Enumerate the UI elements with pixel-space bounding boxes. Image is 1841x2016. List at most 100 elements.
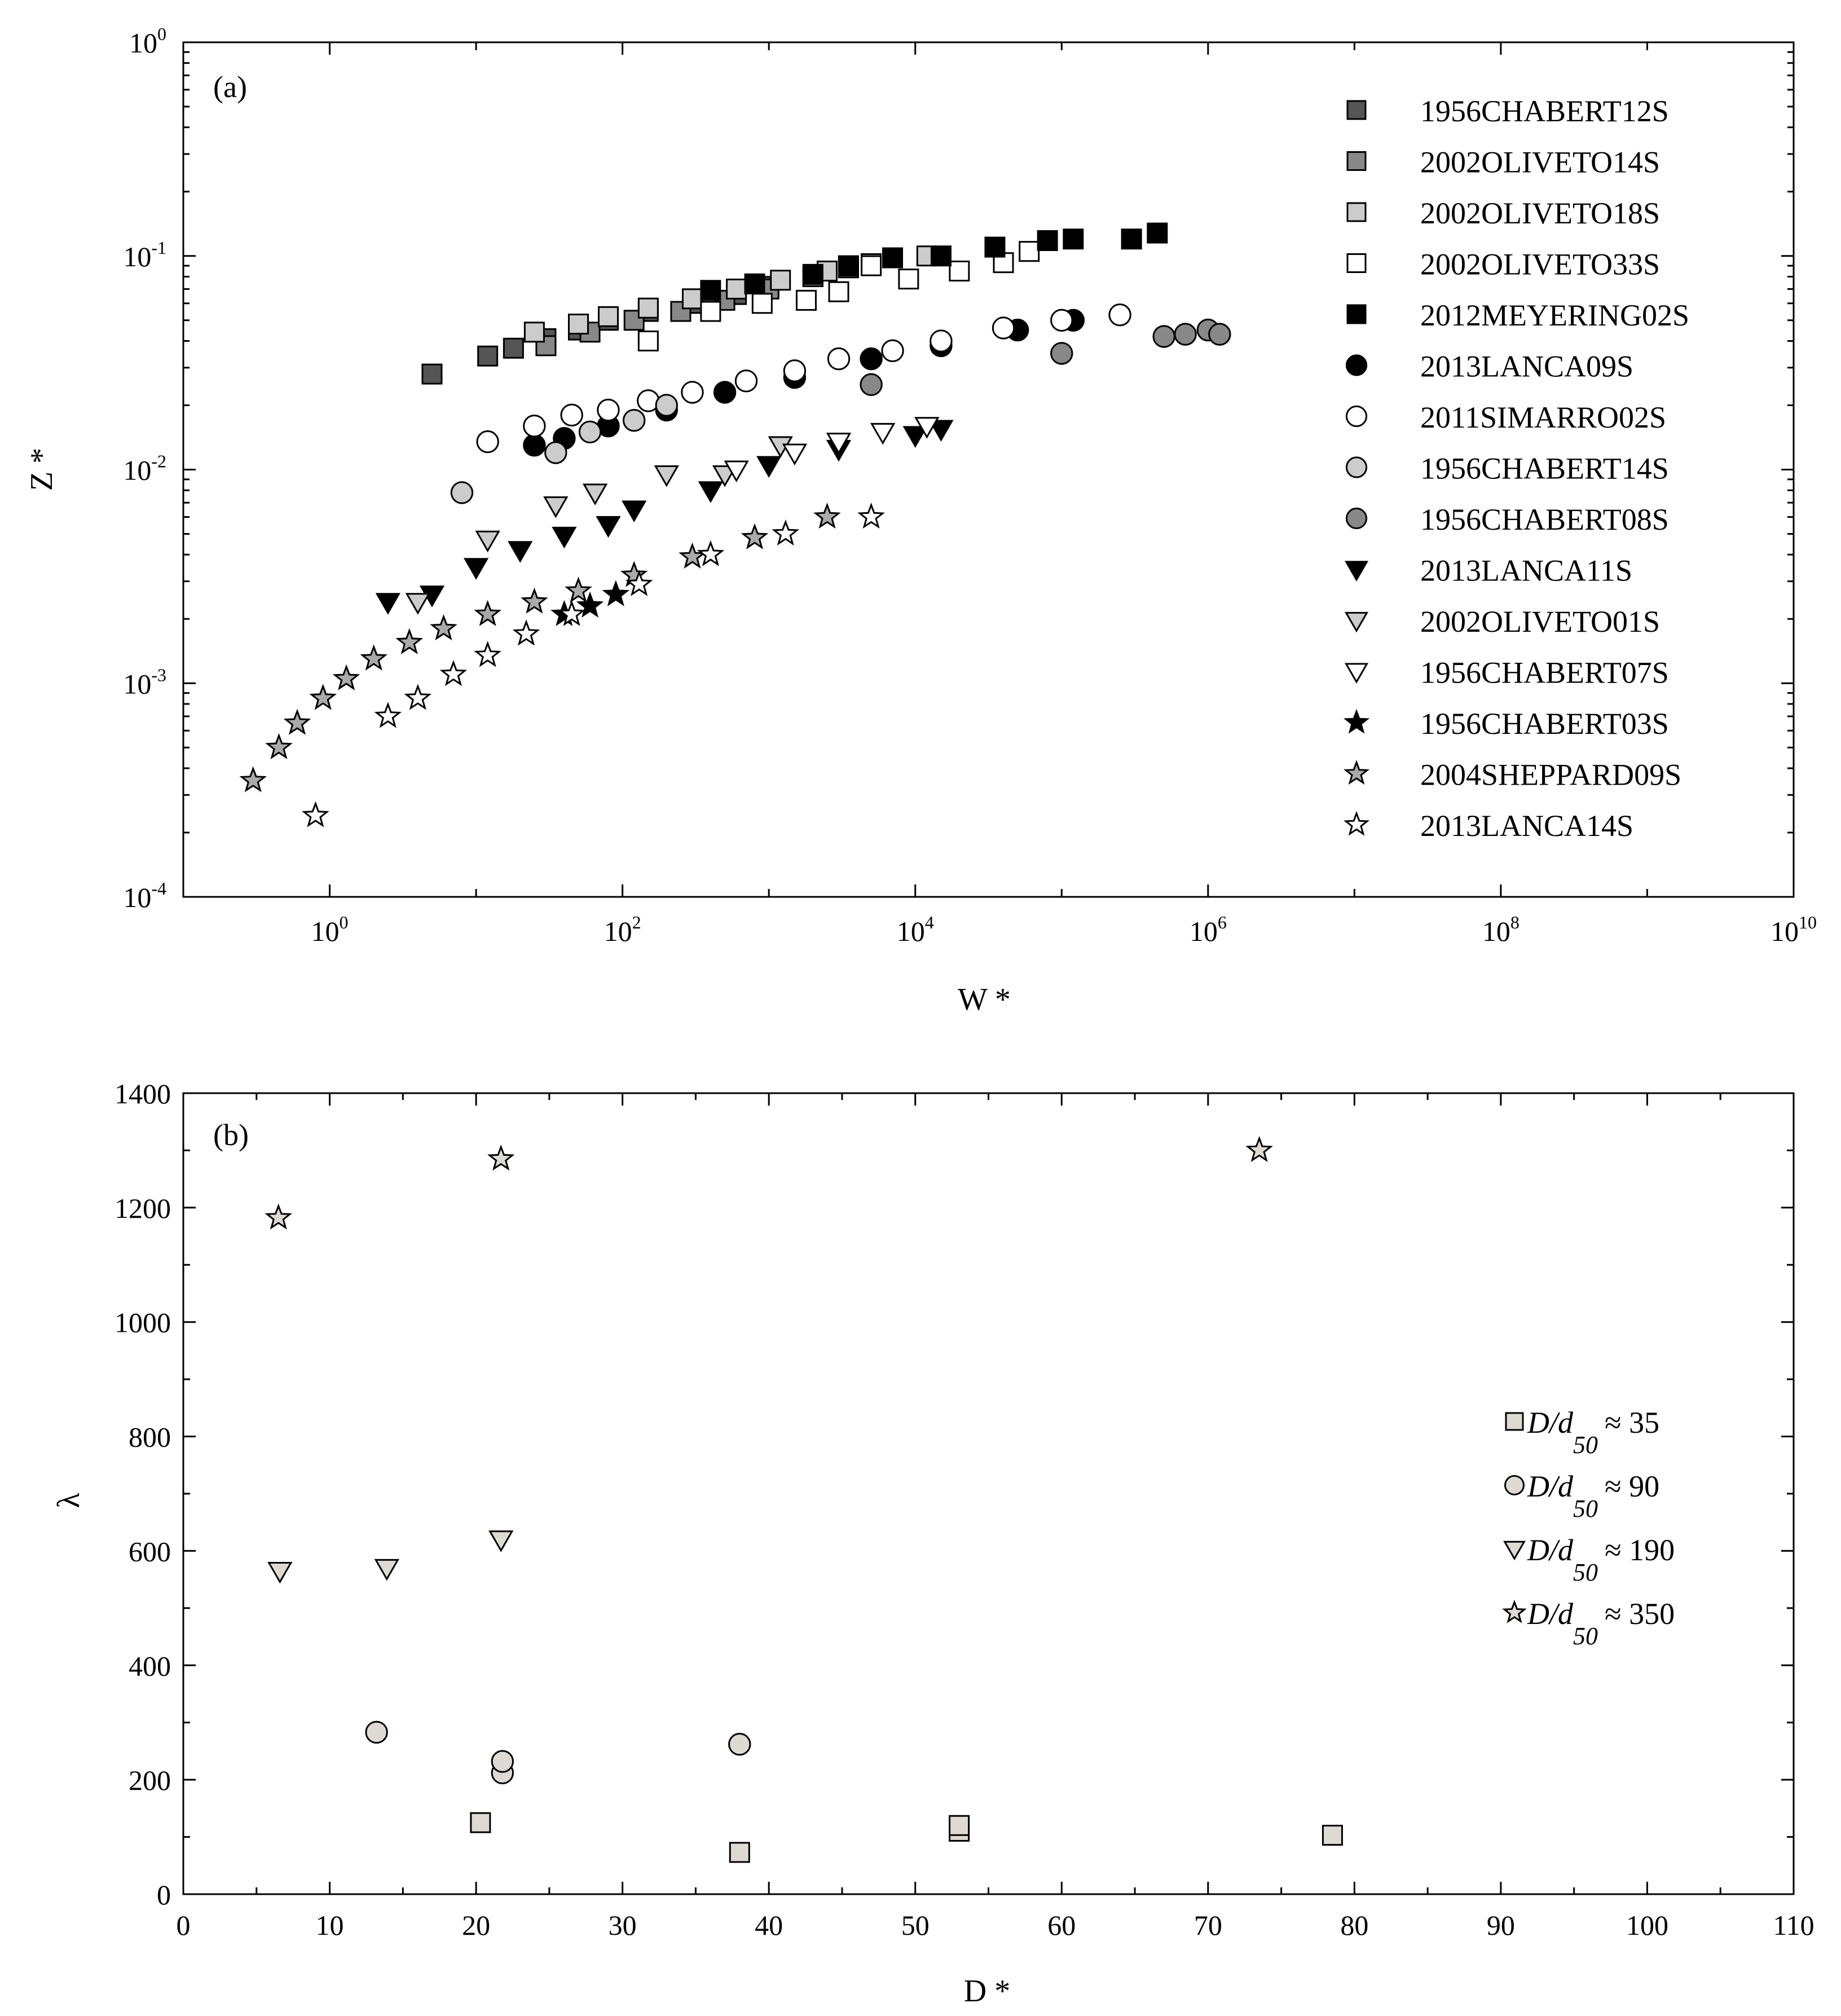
data-point-2002oliveto18s bbox=[770, 270, 791, 291]
data-point-2013lanca14s bbox=[512, 619, 540, 646]
panel-b-x-axis-title: D * bbox=[964, 1974, 1010, 2009]
legend-ratio-subscript: 50 bbox=[1573, 1622, 1598, 1650]
x-tick-label: 110 bbox=[1773, 1909, 1814, 1941]
data-point-ratio-0 bbox=[470, 1812, 491, 1833]
x-tick-exponent: 6 bbox=[1218, 912, 1227, 932]
panel-a-data-points bbox=[239, 222, 1231, 827]
legend-label: 1956CHABERT14S bbox=[1420, 452, 1669, 486]
legend-marker bbox=[1345, 561, 1368, 582]
data-point-1956chabert07s bbox=[826, 433, 852, 455]
data-point-2011simarro02s bbox=[476, 430, 499, 454]
data-point-2011simarro02s bbox=[597, 398, 620, 422]
legend-ratio-value: ≈ 35 bbox=[1605, 1406, 1659, 1440]
legend-ratio-text: D/d bbox=[1527, 1533, 1574, 1567]
data-point-1956chabert14s bbox=[622, 409, 646, 432]
x-tick-label: 10 bbox=[316, 1909, 344, 1941]
y-tick-label: 10-1 bbox=[123, 237, 166, 272]
legend-label: 2012MEYERING02S bbox=[1420, 298, 1689, 332]
data-point-2002oliveto33s bbox=[861, 255, 882, 276]
legend-label: 2013LANCA11S bbox=[1420, 554, 1632, 588]
panel-b-tick-labels: 0 10 20 30 40 50 60 70 80 90 100 110 0 200 400 600 800 10… bbox=[114, 1078, 1814, 1941]
legend-marker bbox=[1502, 1600, 1527, 1623]
data-point-2013lanca09s bbox=[523, 434, 546, 457]
data-point-1956chabert08s bbox=[1152, 325, 1175, 348]
data-point-ratio-2 bbox=[488, 1530, 514, 1552]
x-tick-label: 106 bbox=[1190, 912, 1227, 947]
panel-a-legend: 1956CHABERT12S 2002OLIVETO14S 2002OLIVETO1… bbox=[1343, 94, 1689, 843]
y-tick-base: 10 bbox=[123, 241, 151, 272]
legend-label: 2002OLIVETO01S bbox=[1420, 605, 1660, 639]
panel-b-data-points bbox=[265, 1135, 1343, 1863]
legend-marker bbox=[1345, 354, 1368, 376]
data-point-2004sheppard09s bbox=[332, 664, 360, 690]
panel-b-scatter-plot: (b) 0 10 20 30 40 50 60 70 80 90 100 110 0 200 400 600 8… bbox=[51, 1078, 1814, 2009]
x-tick-label: 100 bbox=[1626, 1909, 1668, 1941]
data-point-2013lanca14s bbox=[404, 684, 432, 710]
legend-marker bbox=[1346, 202, 1367, 222]
data-point-2002oliveto33s bbox=[1019, 241, 1040, 262]
x-tick-exponent: 2 bbox=[632, 912, 641, 932]
y-tick-label: 10-4 bbox=[123, 878, 166, 913]
y-tick-label: 1200 bbox=[114, 1192, 171, 1224]
data-point-2004sheppard09s bbox=[309, 684, 337, 710]
legend-ratio-value: ≈ 350 bbox=[1605, 1597, 1675, 1631]
y-tick-exponent: -4 bbox=[151, 878, 166, 899]
data-point-ratio-1 bbox=[491, 1750, 514, 1773]
data-point-2004sheppard09s bbox=[239, 766, 267, 793]
legend-ratio-subscript: 50 bbox=[1573, 1431, 1598, 1459]
data-point-2002oliveto33s bbox=[949, 260, 970, 281]
data-point-2002oliveto18s bbox=[597, 306, 619, 327]
legend-label: 1956CHABERT08S bbox=[1420, 503, 1669, 536]
x-tick-exponent: 8 bbox=[1510, 912, 1520, 932]
x-tick-base: 10 bbox=[1770, 915, 1799, 947]
data-point-1956chabert14s bbox=[450, 481, 474, 504]
data-point-2004sheppard09s bbox=[360, 644, 387, 671]
legend-marker bbox=[1345, 611, 1368, 633]
data-point-2013lanca11s bbox=[508, 541, 533, 563]
data-point-2012meyering02s bbox=[802, 263, 823, 285]
y-tick-label: 10-2 bbox=[123, 451, 166, 486]
data-point-2012meyering02s bbox=[838, 255, 859, 276]
x-tick-base: 10 bbox=[311, 915, 340, 947]
x-tick-label: 30 bbox=[609, 1909, 637, 1941]
data-point-2002oliveto33s bbox=[795, 289, 817, 311]
legend-ratio-text: D/d bbox=[1527, 1406, 1574, 1440]
legend-label: 2011SIMARRO02S bbox=[1420, 400, 1666, 434]
data-point-1956chabert14s bbox=[544, 441, 567, 464]
y-tick-label: 400 bbox=[129, 1650, 171, 1682]
data-point-ratio-0 bbox=[729, 1842, 750, 1863]
legend-marker bbox=[1346, 151, 1367, 171]
data-point-2004sheppard09s bbox=[474, 600, 501, 626]
data-point-2002oliveto18s bbox=[568, 313, 589, 334]
data-point-2013lanca11s bbox=[902, 426, 928, 448]
y-tick-base: 10 bbox=[129, 27, 157, 59]
data-point-2002oliveto01s bbox=[543, 496, 569, 518]
y-tick-base: 10 bbox=[123, 882, 151, 913]
legend-label: 1956CHABERT07S bbox=[1420, 656, 1669, 690]
data-point-2013lanca11s bbox=[756, 456, 782, 478]
data-point-2002oliveto33s bbox=[751, 293, 773, 314]
data-point-2002oliveto01s bbox=[582, 483, 608, 505]
y-tick-exponent: -2 bbox=[151, 451, 166, 472]
data-point-2013lanca11s bbox=[596, 516, 621, 538]
legend-ratio-text: D/d bbox=[1527, 1469, 1574, 1503]
data-point-2011simarro02s bbox=[523, 414, 546, 438]
data-point-2013lanca11s bbox=[552, 526, 577, 549]
data-point-2013lanca11s bbox=[463, 558, 489, 580]
data-point-ratio-3 bbox=[265, 1203, 292, 1230]
y-tick-base: 10 bbox=[123, 455, 151, 486]
panel-a-x-axis-title: W * bbox=[958, 982, 1011, 1017]
y-tick-exponent: -1 bbox=[151, 237, 166, 258]
y-tick-label: 200 bbox=[129, 1764, 171, 1796]
data-point-1956chabert07s bbox=[782, 443, 808, 466]
x-tick-label: 90 bbox=[1487, 1909, 1515, 1941]
data-point-2013lanca09s bbox=[713, 381, 737, 404]
data-point-2012meyering02s bbox=[744, 273, 765, 294]
legend-ratio-text: D/d bbox=[1527, 1597, 1574, 1631]
data-point-2004sheppard09s bbox=[430, 614, 457, 641]
data-point-1956chabert07s bbox=[914, 417, 940, 439]
data-point-ratio-0 bbox=[1322, 1825, 1343, 1846]
data-point-2012meyering02s bbox=[984, 236, 1006, 258]
